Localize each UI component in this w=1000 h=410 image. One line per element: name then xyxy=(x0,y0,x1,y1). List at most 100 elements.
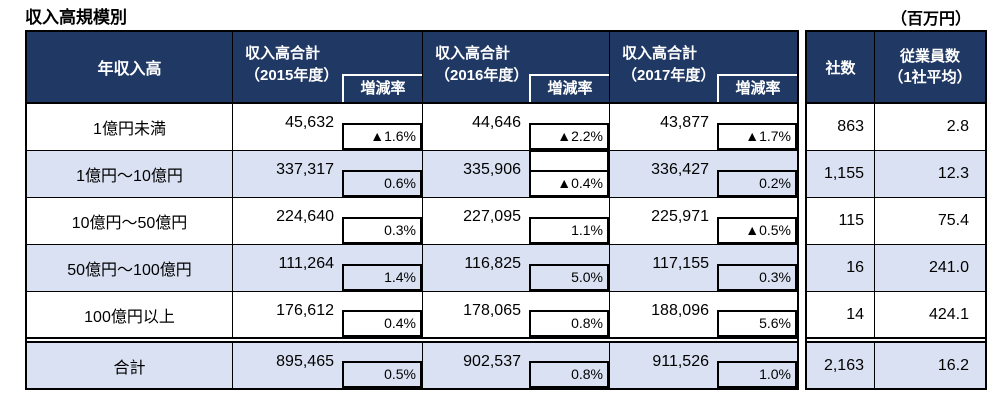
cell-2016: 116,825 5.0% xyxy=(423,245,610,291)
header-2015: 収入高合計 （2015年度） 増減率 xyxy=(233,32,423,102)
cell-2015: 111,264 1.4% xyxy=(233,245,423,291)
cell-2016: 44,646 ▲2.2% xyxy=(423,104,610,150)
companies-value: 16 xyxy=(807,245,875,291)
revenue-2016-value: 335,906 xyxy=(463,161,521,178)
cell-2016: 335,906 ▲0.4% xyxy=(423,150,610,197)
header-2017-rate: 増減率 xyxy=(717,74,797,102)
rate-2015-box: ▲1.6% xyxy=(342,123,422,150)
table-row: 1,155 12.3 xyxy=(807,151,985,198)
header-employees: 従業員数 （1社平均） xyxy=(875,32,985,102)
rate-2015-box: 0.3% xyxy=(342,217,422,244)
header-2017: 収入高合計 （2017年度） 増減率 xyxy=(610,32,797,102)
revenue-2015-value: 337,317 xyxy=(276,161,334,178)
revenue-2015-value: 176,612 xyxy=(276,302,334,319)
cell-2017: 911,526 1.0% xyxy=(610,343,797,388)
table-row-total: 合計 895,465 0.5% 902,537 0.8% 911,526 1.0… xyxy=(27,341,797,388)
rate-2016-box: 0.8% xyxy=(529,361,609,388)
rate-2017-box: 0.2% xyxy=(717,170,797,197)
revenue-2017-value: 336,427 xyxy=(651,161,709,178)
row-label: 1億円未満 xyxy=(27,104,233,150)
table-row: 50億円～100億円 111,264 1.4% 116,825 5.0% 117… xyxy=(27,245,797,292)
rate-2015-box: 0.6% xyxy=(342,170,422,197)
table-row: 115 75.4 xyxy=(807,198,985,245)
row-label: 50億円～100億円 xyxy=(27,245,233,291)
table-row: 100億円以上 176,612 0.4% 178,065 0.8% 188,09… xyxy=(27,292,797,339)
header-employees-line1: 従業員数 xyxy=(899,48,960,65)
revenue-2016-value: 178,065 xyxy=(463,302,521,319)
table-row-total: 2,163 16.2 xyxy=(807,341,985,388)
rate-2016-box: 0.8% xyxy=(529,310,609,337)
header-2015-rate: 増減率 xyxy=(342,74,422,102)
page-title: 収入高規模別 xyxy=(25,8,127,27)
header-employees-line2: （1社平均） xyxy=(888,69,972,86)
header-2016-line2: （2016年度） xyxy=(435,67,529,84)
rate-2017-box: ▲1.7% xyxy=(717,123,797,150)
employees-value: 16.2 xyxy=(937,356,969,374)
employees-value: 75.4 xyxy=(937,212,969,229)
table-row: 16 241.0 xyxy=(807,245,985,292)
rate-2016-box: ▲2.2% xyxy=(529,123,609,150)
cell-2017: 43,877 ▲1.7% xyxy=(610,104,797,150)
header-2015-line2: （2015年度） xyxy=(245,67,339,84)
revenue-2017-value: 117,155 xyxy=(652,255,709,272)
revenue-2015-value: 224,640 xyxy=(276,208,334,225)
cell-2015: 45,632 ▲1.6% xyxy=(233,104,423,150)
row-label: 合計 xyxy=(27,343,233,388)
table-row: 863 2.8 xyxy=(807,104,985,151)
revenue-2016-value: 44,646 xyxy=(472,114,521,131)
cell-2015: 895,465 0.5% xyxy=(233,343,423,388)
header-2016-line1: 収入高合計 xyxy=(435,45,511,62)
cell-2016: 178,065 0.8% xyxy=(423,292,610,337)
cell-2015: 176,612 0.4% xyxy=(233,292,423,337)
revenue-2016-value: 116,825 xyxy=(464,255,521,272)
rate-2017-box: 0.3% xyxy=(717,264,797,291)
rate-2015-box: 0.5% xyxy=(342,361,422,388)
rate-2015-box: 1.4% xyxy=(342,264,422,291)
companies-value: 863 xyxy=(807,104,875,150)
company-table-header: 社数 従業員数 （1社平均） xyxy=(807,32,985,104)
cell-2017: 188,096 5.6% xyxy=(610,292,797,337)
rate-2017-box: ▲0.5% xyxy=(717,217,797,244)
header-2017-line1: 収入高合計 xyxy=(622,45,698,62)
cell-2017: 117,155 0.3% xyxy=(610,245,797,291)
cell-2016: 902,537 0.8% xyxy=(423,343,610,388)
page-title-bar: 収入高規模別 xyxy=(25,3,795,33)
cell-2015: 337,317 0.6% xyxy=(233,151,423,197)
companies-value: 14 xyxy=(807,292,875,337)
revenue-2016-value: 902,537 xyxy=(463,353,521,370)
row-label: 100億円以上 xyxy=(27,292,233,337)
revenue-2015-value: 895,465 xyxy=(276,353,334,370)
header-2016-rate: 増減率 xyxy=(529,74,609,102)
rate-2017-box: 1.0% xyxy=(717,361,797,388)
companies-value: 115 xyxy=(807,198,875,244)
employees-value: 12.3 xyxy=(937,165,969,182)
rate-2016-box: 1.1% xyxy=(529,217,609,244)
companies-value: 2,163 xyxy=(807,343,875,388)
cell-2017: 336,427 0.2% xyxy=(610,151,797,197)
revenue-2016-value: 227,095 xyxy=(463,208,521,225)
company-table: 社数 従業員数 （1社平均） 863 2.8 1,155 12.3 115 75… xyxy=(805,30,987,390)
employees-value: 2.8 xyxy=(946,118,969,135)
revenue-2017-value: 225,971 xyxy=(651,208,709,225)
rate-2016-box: ▲0.4% xyxy=(529,170,609,197)
employees-value: 241.0 xyxy=(928,259,969,276)
unit-label: （百万円） xyxy=(891,11,972,28)
cell-2015: 224,640 0.3% xyxy=(233,198,423,244)
employees-value: 424.1 xyxy=(928,305,969,323)
row-label: 10億円～50億円 xyxy=(27,198,233,244)
table-row: 10億円～50億円 224,640 0.3% 227,095 1.1% 225,… xyxy=(27,198,797,245)
header-2015-line1: 収入高合計 xyxy=(245,45,321,62)
revenue-table-header: 年収入高 収入高合計 （2015年度） 増減率 収入高合計 （2016年度） 増… xyxy=(27,32,797,104)
rate-2016-box: 5.0% xyxy=(529,264,609,291)
header-2016: 収入高合計 （2016年度） 増減率 xyxy=(423,32,610,102)
cell-2017: 225,971 ▲0.5% xyxy=(610,198,797,244)
revenue-2017-value: 43,877 xyxy=(660,114,709,131)
header-row-label: 年収入高 xyxy=(27,32,233,102)
row-label: 1億円～10億円 xyxy=(27,151,233,197)
companies-value: 1,155 xyxy=(807,151,875,197)
rate-2016-empty-box xyxy=(529,150,609,172)
header-2017-line2: （2017年度） xyxy=(622,67,716,84)
cell-2016: 227,095 1.1% xyxy=(423,198,610,244)
rate-2015-box: 0.4% xyxy=(342,310,422,337)
